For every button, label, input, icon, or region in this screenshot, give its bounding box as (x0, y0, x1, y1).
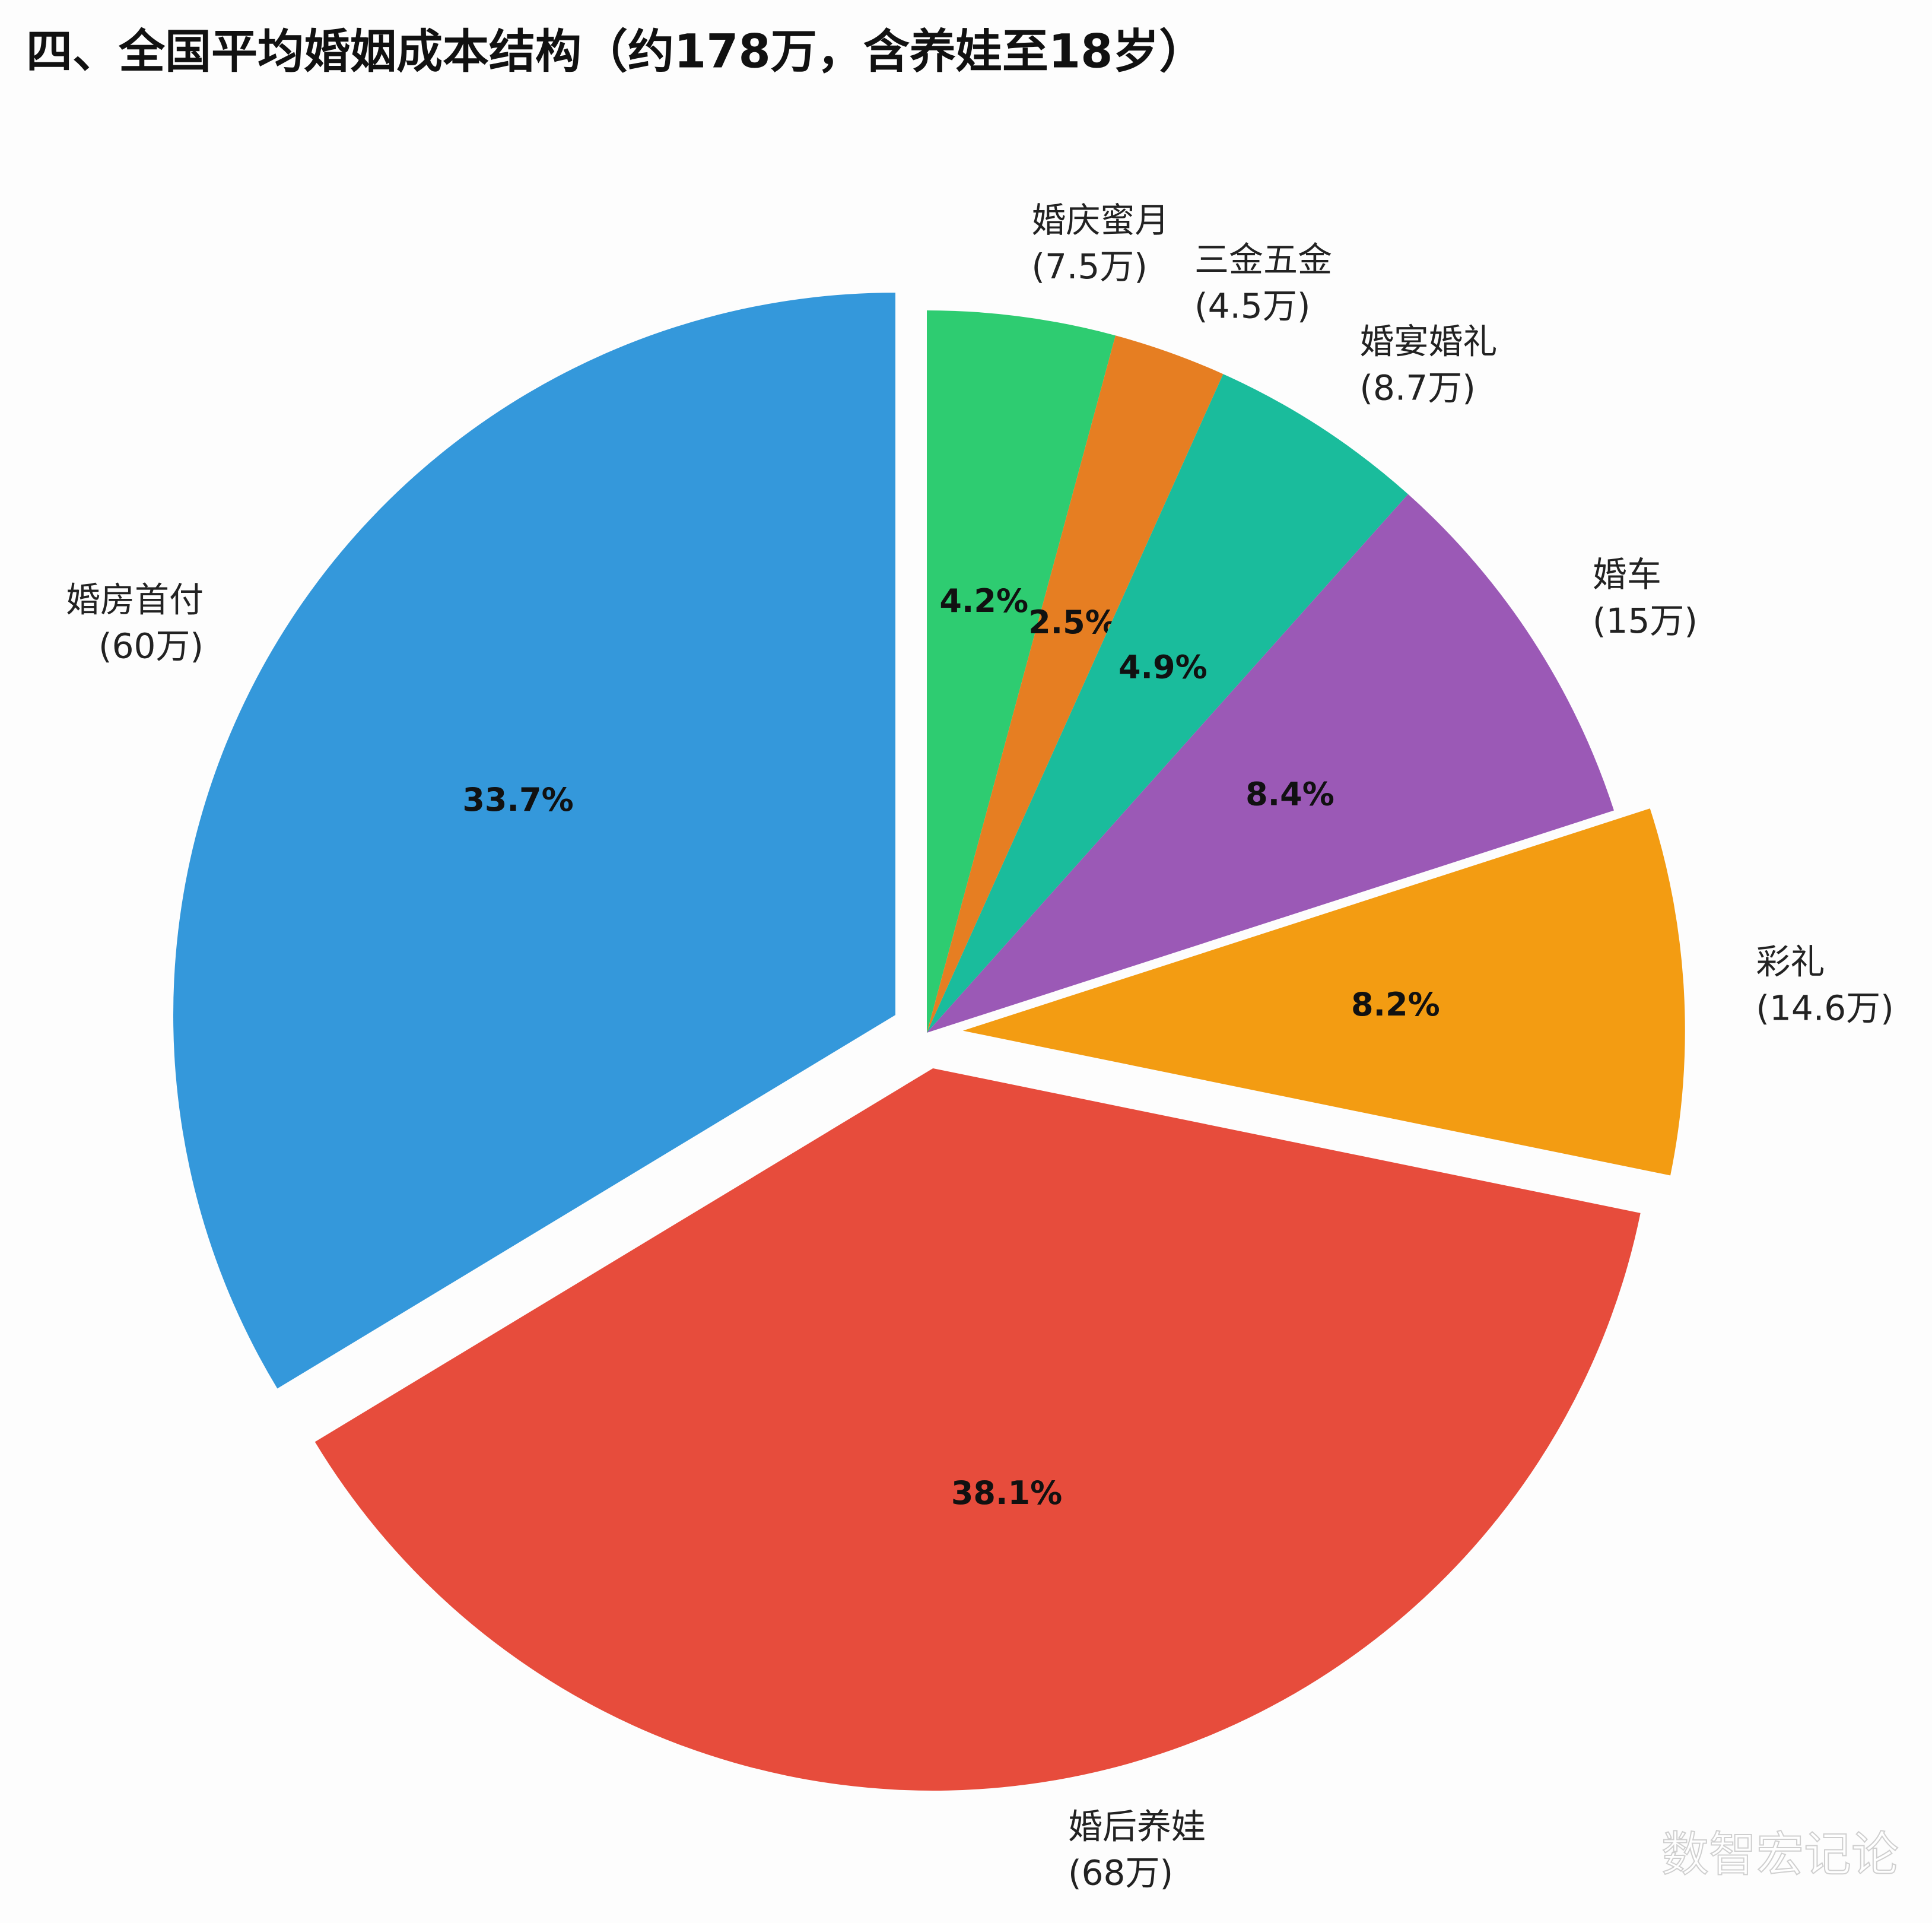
pie-slice (173, 293, 896, 1389)
percent-label: 2.5% (1028, 604, 1117, 641)
value-label: (7.5万) (1031, 246, 1148, 287)
percent-label: 4.2% (939, 582, 1028, 620)
value-label: (4.5万) (1194, 286, 1311, 326)
pie-slice (927, 374, 1409, 1033)
percent-label: 8.4% (1245, 775, 1334, 813)
slice-label: 彩礼 (1756, 941, 1825, 982)
value-label: (68万) (1068, 1852, 1173, 1893)
percent-label: 33.7% (462, 781, 573, 818)
slice-label: 婚宴婚礼 (1359, 322, 1497, 362)
value-label: (14.6万) (1756, 988, 1893, 1028)
percent-label: 38.1% (951, 1474, 1062, 1512)
value-label: (15万) (1593, 601, 1698, 641)
pie-slice (927, 494, 1614, 1033)
slice-label: 三金五金 (1194, 240, 1332, 280)
value-label: (8.7万) (1359, 368, 1476, 408)
slice-label: 婚房首付 (66, 579, 204, 620)
percent-label: 4.9% (1118, 648, 1208, 686)
watermark: 数智宏记论 (1661, 1827, 1899, 1882)
slice-label: 婚庆蜜月 (1031, 200, 1169, 240)
chart-title: 四、全国平均婚姻成本结构（约178万，含养娃至18岁） (26, 25, 1205, 78)
slice-label: 婚车 (1593, 554, 1661, 595)
value-label: (60万) (98, 626, 204, 666)
slice-label: 婚后养娃 (1068, 1806, 1206, 1846)
pie-slice (927, 310, 1116, 1033)
percent-label: 8.2% (1351, 986, 1440, 1023)
pie-slice (314, 1068, 1641, 1791)
pie-slice (927, 335, 1224, 1033)
pie-slice (962, 808, 1685, 1176)
